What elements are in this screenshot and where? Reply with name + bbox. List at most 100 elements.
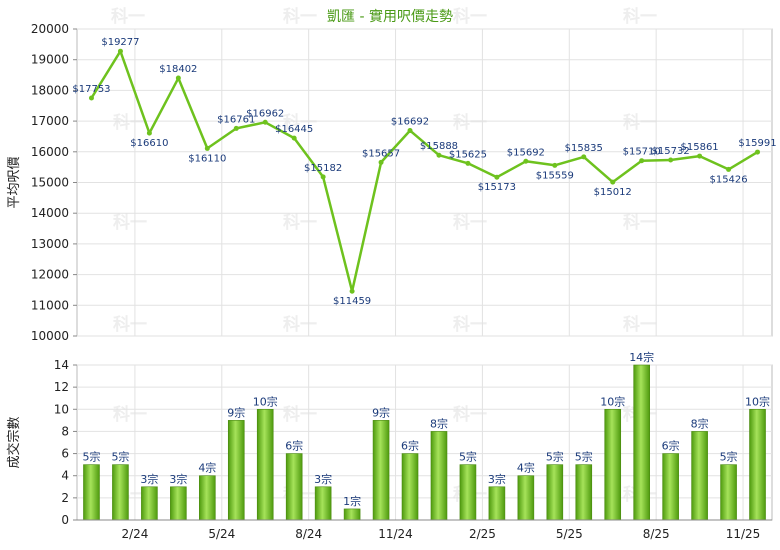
data-label: $16761 [217,114,255,125]
bar [546,464,564,521]
watermark-text: 科一 [453,404,487,425]
data-point [581,154,587,160]
bar-label: 5宗 [82,450,100,464]
watermark-text: 科一 [623,212,657,233]
data-point [378,159,384,165]
bar [517,475,535,521]
y-tick-label: 6 [61,447,69,461]
data-label: $16962 [246,108,284,119]
bar [83,464,100,521]
data-label: $15559 [536,170,574,181]
y-tick-label: 20000 [31,22,69,36]
data-point [204,145,210,151]
data-point [465,160,471,166]
bar [749,408,766,521]
data-label: $17753 [72,84,110,95]
y-tick-label: 14000 [31,206,69,220]
bar [314,486,332,521]
y-tick-label: 12000 [31,268,69,282]
bar-label: 6宗 [401,439,419,453]
data-point [726,166,732,172]
y-tick-label: 18000 [31,83,69,97]
bar-label: 3宗 [314,472,332,486]
watermark-text: 科一 [623,6,657,27]
data-point [494,174,500,180]
watermark-text: 科一 [453,314,487,335]
y-tick-label: 17000 [31,114,69,128]
bar [141,486,158,521]
bar-label: 14宗 [629,350,654,364]
bar [633,364,650,521]
x-tick-label: 8/24 [295,527,322,541]
watermark-text: 科一 [283,6,317,27]
data-label: $15657 [362,148,400,159]
bar-label: 10宗 [745,394,770,408]
y-tick-label: 19000 [31,53,69,67]
y-tick-label: 16000 [31,145,69,159]
data-point [523,158,529,164]
y-tick-label: 13000 [31,237,69,251]
bar-label: 3宗 [169,472,187,486]
y-axis-label: 成交宗數 [6,416,22,468]
bar [720,464,737,521]
data-label: $11459 [333,296,371,307]
bar-label: 5宗 [459,450,477,464]
data-point [349,288,355,294]
bar [285,453,303,521]
watermark-text: 科一 [453,112,487,133]
bar [170,486,187,521]
y-tick-label: 12 [54,380,69,394]
bar [691,431,708,521]
data-label: $15710 [623,147,661,158]
bar [256,408,274,521]
watermark-text: 科一 [113,404,147,425]
y-tick-label: 15000 [31,176,69,190]
bar [372,420,390,521]
x-tick-label: 5/25 [556,527,583,541]
watermark-text: 科一 [453,212,487,233]
bar [662,453,679,521]
y-tick-label: 0 [61,513,69,527]
data-label: $15692 [507,147,545,158]
watermark-text: 科一 [623,112,657,133]
y-tick-label: 10 [54,402,69,416]
bar [459,464,477,521]
bar-label: 4宗 [517,461,535,475]
bar-label: 5宗 [720,450,738,464]
data-label: $19277 [101,37,139,48]
watermark-text: 科一 [111,6,145,27]
data-point [639,158,645,164]
data-label: $16610 [130,138,168,149]
data-point [552,162,558,168]
bar [575,464,593,521]
data-point [88,95,94,101]
data-point [291,135,297,141]
watermark-text: 科一 [283,314,317,335]
data-label: $15835 [565,143,603,154]
data-label: $15861 [681,142,719,153]
y-tick-label: 8 [61,424,69,438]
y-tick-label: 11000 [31,298,69,312]
data-label: $15625 [449,149,487,160]
data-point [146,130,152,136]
data-label: $15732 [652,146,690,157]
y-tick-label: 2 [61,491,69,505]
bar [488,486,506,521]
bar-label: 5宗 [111,450,129,464]
bar-label: 8宗 [430,416,448,430]
data-point [668,157,674,163]
data-label: $15426 [709,174,747,185]
data-label: $16692 [391,117,429,128]
bar-label: 10宗 [253,394,278,408]
y-tick-label: 14 [54,358,69,372]
data-point [117,48,123,54]
data-point [436,152,442,158]
y-tick-label: 10000 [31,329,69,343]
watermark-text: 科一 [283,212,317,233]
bar-label: 9宗 [372,405,390,419]
watermark-text: 科一 [113,112,147,133]
bar [401,453,419,521]
y-tick-label: 4 [61,469,69,483]
